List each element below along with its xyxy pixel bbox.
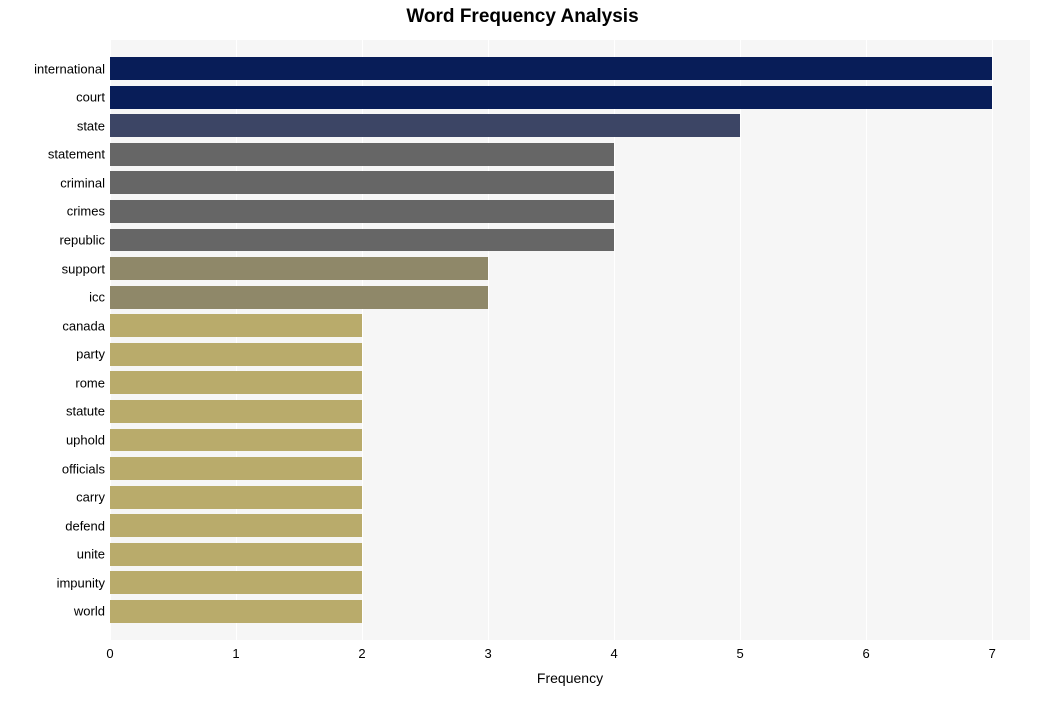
- bar: [110, 514, 362, 537]
- bar: [110, 600, 362, 623]
- chart-title: Word Frequency Analysis: [0, 6, 1045, 28]
- bar: [110, 229, 614, 252]
- bar: [110, 86, 992, 109]
- y-tick-label: republic: [0, 233, 105, 248]
- bar: [110, 257, 488, 280]
- y-tick-label: statute: [0, 404, 105, 419]
- bar: [110, 457, 362, 480]
- y-tick-label: defend: [0, 518, 105, 533]
- y-tick-label: officials: [0, 461, 105, 476]
- x-tick: 2: [358, 646, 365, 661]
- x-tick: 3: [484, 646, 491, 661]
- bar: [110, 343, 362, 366]
- bar: [110, 571, 362, 594]
- bars-container: [110, 40, 1030, 640]
- x-tick: 5: [737, 646, 744, 661]
- x-axis-label: Frequency: [110, 670, 1030, 686]
- y-tick-label: unite: [0, 547, 105, 562]
- y-tick-label: international: [0, 61, 105, 76]
- y-tick-label: canada: [0, 318, 105, 333]
- y-tick-label: world: [0, 604, 105, 619]
- y-tick-label: criminal: [0, 175, 105, 190]
- y-axis-labels: international court state statement criminal…: [0, 40, 105, 640]
- x-tick: 0: [106, 646, 113, 661]
- y-tick-label: impunity: [0, 575, 105, 590]
- x-tick: 7: [989, 646, 996, 661]
- y-tick-label: support: [0, 261, 105, 276]
- y-tick-label: court: [0, 90, 105, 105]
- y-tick-label: state: [0, 118, 105, 133]
- bar: [110, 114, 740, 137]
- y-tick-label: party: [0, 347, 105, 362]
- bar: [110, 171, 614, 194]
- bar: [110, 429, 362, 452]
- bar: [110, 543, 362, 566]
- y-tick-label: crimes: [0, 204, 105, 219]
- y-tick-label: icc: [0, 290, 105, 305]
- bar: [110, 371, 362, 394]
- x-axis-ticks: 01234567: [110, 640, 1030, 670]
- x-tick: 4: [610, 646, 617, 661]
- y-tick-label: uphold: [0, 433, 105, 448]
- bar: [110, 400, 362, 423]
- y-tick-label: carry: [0, 490, 105, 505]
- bar: [110, 57, 992, 80]
- word-frequency-chart: Word Frequency Analysis international cou…: [0, 0, 1045, 701]
- bar: [110, 200, 614, 223]
- plot-area: [110, 40, 1030, 640]
- bar: [110, 486, 362, 509]
- bar: [110, 286, 488, 309]
- y-tick-label: statement: [0, 147, 105, 162]
- x-tick: 6: [863, 646, 870, 661]
- x-tick: 1: [232, 646, 239, 661]
- bar: [110, 143, 614, 166]
- y-tick-label: rome: [0, 375, 105, 390]
- bar: [110, 314, 362, 337]
